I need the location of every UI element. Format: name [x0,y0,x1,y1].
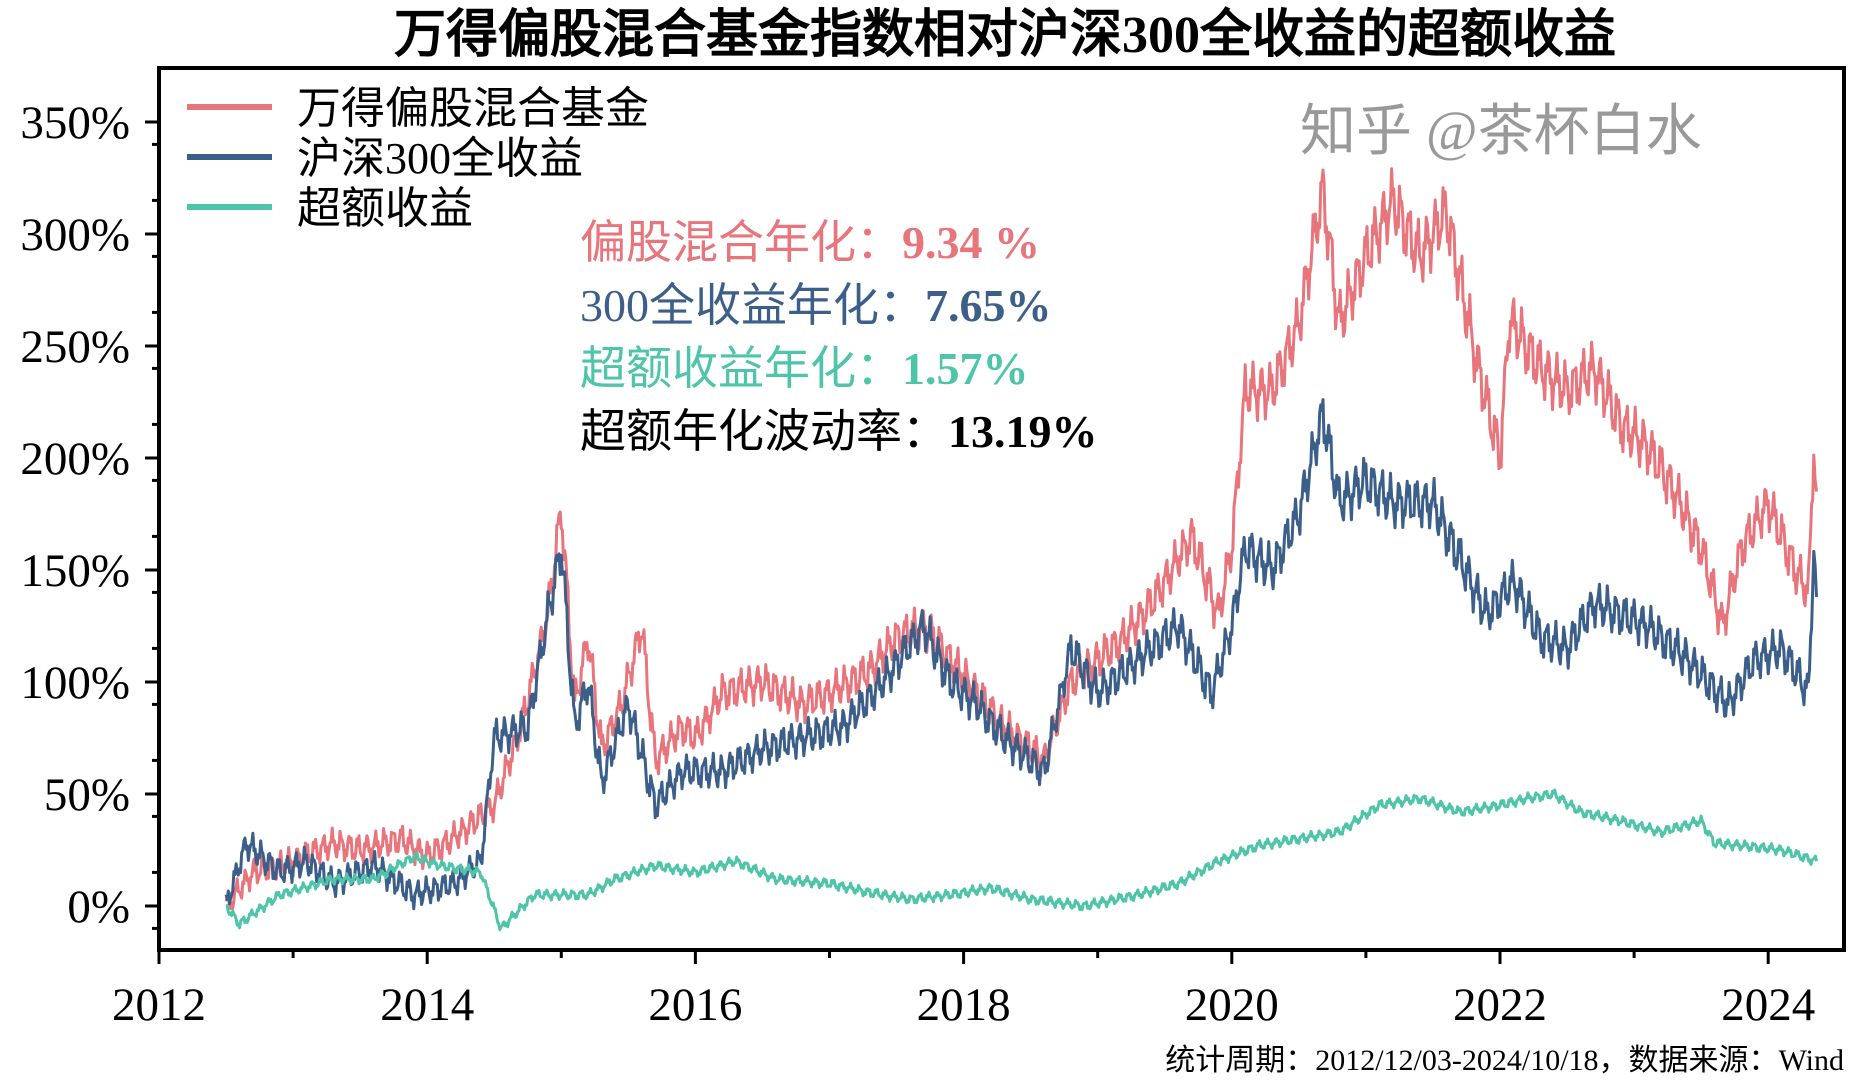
legend-label: 超额收益 [297,184,473,233]
annotation-label: 偏股混合年化： [580,217,902,268]
annotation: 超额年化波动率：13.19% [580,406,1098,457]
annotation-label: 超额收益年化： [580,343,902,394]
y-tick-label: 200% [20,433,130,485]
footer-note: 统计周期：2012/12/03-2024/10/18，数据来源：Wind [1165,1044,1844,1077]
legend-label: 万得偏股混合基金 [297,84,649,133]
x-tick-label: 2020 [1185,979,1279,1031]
series-lines [224,167,1818,932]
annotation: 偏股混合年化：9.34 % [580,217,1040,268]
x-tick-label: 2024 [1721,979,1815,1031]
x-tick-label: 2012 [112,979,206,1031]
annotation-value: 7.65% [925,280,1052,331]
annotation-value: 9.34 % [902,217,1040,268]
series-line [225,788,1818,932]
y-tick-label: 0% [67,881,130,933]
plot-frame [157,66,1846,952]
y-tick-label: 50% [44,769,130,821]
chart-title: 万得偏股混合基金指数相对沪深300全收益的超额收益 [394,5,1616,64]
annotation: 超额收益年化：1.57% [580,343,1029,394]
x-tick-label: 2018 [917,979,1011,1031]
axes: 0% 50% 100% 150% 200% 250% 300% 350% 2012 2014 201… [20,97,1815,1031]
series-line [224,167,1818,910]
annotation-label: 300全收益年化： [580,280,925,331]
legend-label: 沪深300全收益 [297,134,583,183]
annotation: 300全收益年化：7.65% [580,280,1052,331]
series-line [224,398,1818,911]
annotation-label: 超额年化波动率： [580,406,948,457]
annotations: 偏股混合年化：9.34 %300全收益年化：7.65%超额收益年化：1.57%超… [580,217,1098,457]
x-tick-label: 2016 [648,979,742,1031]
y-tick-label: 100% [20,657,130,709]
x-tick-label: 2014 [380,979,474,1031]
watermark: 知乎 @茶杯白水 [1300,101,1702,163]
y-tick-label: 150% [20,545,130,597]
annotation-value: 1.57% [902,343,1029,394]
x-tick-label: 2022 [1453,979,1547,1031]
y-tick-label: 350% [20,97,130,149]
y-tick-label: 300% [20,209,130,261]
annotation-value: 13.19% [948,406,1098,457]
y-tick-label: 250% [20,321,130,373]
